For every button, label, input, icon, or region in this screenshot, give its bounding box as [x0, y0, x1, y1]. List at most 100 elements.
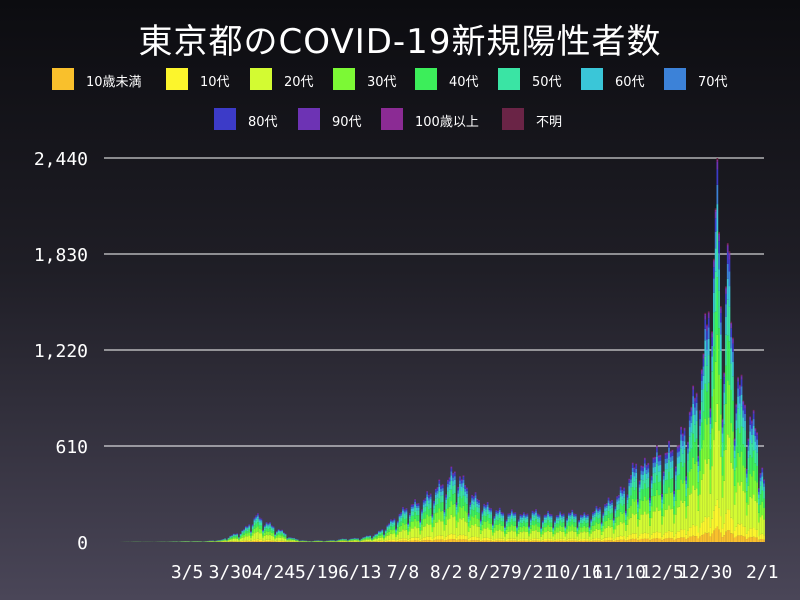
bar-segment: [464, 495, 467, 503]
bar-segment: [459, 496, 461, 507]
bar-segment: [434, 492, 437, 495]
bar-segment: [345, 540, 347, 542]
bar-segment: [673, 536, 676, 540]
bar-segment: [495, 519, 498, 525]
bar-segment: [398, 538, 401, 541]
bar-segment: [630, 479, 632, 483]
bar-segment: [597, 509, 600, 511]
bar-segment: [528, 527, 530, 529]
bar-segment: [500, 521, 503, 526]
bar-segment: [605, 504, 608, 506]
bar-segment: [756, 502, 758, 530]
bar-segment: [510, 524, 513, 531]
bar-segment: [419, 541, 422, 542]
bar-segment: [580, 532, 582, 539]
bar-segment: [502, 512, 505, 514]
bar-segment: [528, 541, 530, 542]
bar-segment: [455, 540, 458, 542]
bar-segment: [471, 525, 473, 537]
bar-segment: [516, 527, 518, 529]
bar-segment: [680, 427, 682, 430]
bar-segment: [277, 529, 280, 531]
bar-segment: [757, 488, 760, 490]
bar-segment: [550, 515, 553, 518]
bar-segment: [659, 494, 662, 511]
bar-segment: [754, 480, 757, 501]
bar-segment: [529, 533, 532, 540]
bar-segment: [662, 534, 665, 540]
bar-segment: [402, 517, 404, 523]
bar-segment: [478, 512, 480, 520]
bar-segment: [662, 493, 665, 504]
bar-segment: [267, 539, 270, 542]
bar-segment: [599, 540, 601, 542]
bar-segment: [464, 488, 467, 492]
bar-segment: [440, 511, 442, 522]
bar-segment: [666, 479, 669, 494]
bar-segment: [431, 522, 434, 528]
bar-segment: [604, 505, 606, 507]
bar-segment: [557, 527, 560, 533]
bar-segment: [744, 430, 746, 447]
bar-segment: [284, 534, 287, 536]
bar-segment: [241, 540, 244, 542]
bar-segment: [707, 312, 710, 314]
bar-segment: [718, 253, 720, 270]
bar-segment: [749, 455, 752, 475]
bar-segment: [447, 487, 449, 492]
bar-segment: [637, 526, 639, 538]
bar-segment: [709, 411, 712, 418]
bar-segment: [440, 521, 442, 536]
legend-swatch: [298, 108, 320, 130]
bar-segment: [505, 526, 508, 530]
bar-segment: [586, 531, 589, 539]
bar-segment: [747, 445, 750, 451]
bar-segment: [694, 442, 696, 464]
bar-segment: [472, 540, 475, 542]
bar-segment: [738, 389, 741, 396]
bar-segment: [417, 527, 420, 538]
bar-segment: [593, 525, 596, 531]
bar-segment: [578, 524, 581, 527]
bar-segment: [664, 469, 667, 481]
bar-segment: [633, 469, 636, 473]
bar-segment: [244, 526, 247, 527]
bar-segment: [624, 530, 627, 539]
bar-segment: [737, 381, 739, 389]
bar-segment: [554, 530, 556, 535]
bar-segment: [365, 539, 368, 542]
bar-segment: [509, 518, 511, 523]
bar-segment: [574, 514, 577, 516]
bar-segment: [675, 466, 677, 469]
bar-segment: [255, 518, 258, 521]
bar-segment: [464, 511, 467, 522]
bar-segment: [645, 469, 648, 474]
bar-segment: [749, 474, 752, 497]
bar-segment: [258, 533, 261, 540]
bar-segment: [428, 500, 430, 504]
bar-segment: [498, 514, 501, 519]
bar-segment: [402, 510, 404, 514]
bar-segment: [740, 426, 743, 452]
bar-segment: [623, 539, 625, 542]
bar-segment: [393, 539, 396, 542]
bar-segment: [681, 433, 684, 435]
bar-segment: [409, 521, 411, 527]
bar-segment: [574, 517, 577, 520]
bar-segment: [438, 481, 441, 484]
bar-segment: [267, 535, 270, 540]
bar-segment: [654, 538, 657, 542]
bar-segment: [281, 535, 283, 538]
bar-segment: [650, 539, 653, 542]
bar-segment: [719, 307, 722, 309]
bar-segment: [618, 498, 620, 501]
bar-segment: [390, 523, 392, 527]
bar-segment: [407, 528, 410, 532]
bar-segment: [367, 538, 370, 540]
bar-segment: [649, 540, 651, 542]
bar-segment: [545, 519, 548, 523]
bar-segment: [716, 499, 719, 527]
legend-label: 100歳以上: [415, 115, 479, 130]
bar-segment: [600, 522, 603, 524]
bar-segment: [384, 530, 387, 532]
